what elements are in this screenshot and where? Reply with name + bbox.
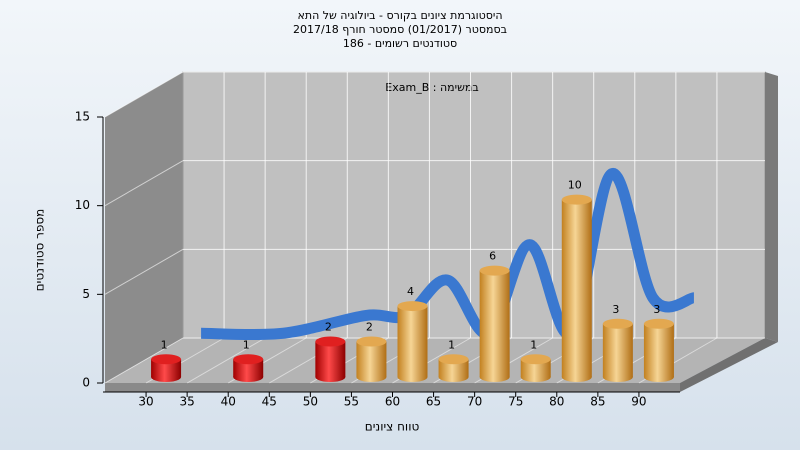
grid-line — [104, 160, 184, 207]
grid-line — [104, 248, 184, 295]
bar-top — [151, 354, 182, 365]
title-line: היסטוגרמת ציונים בקורס - ביולוגיה של התא — [297, 9, 502, 22]
back-wall — [182, 71, 766, 339]
bar-body — [520, 359, 551, 377]
back-wall-edge — [765, 72, 778, 342]
bar-body — [438, 359, 469, 377]
bar-top — [315, 336, 346, 347]
bar-body — [561, 199, 592, 377]
title-line: 186 - סטודנטים רשומים — [343, 37, 457, 50]
x-tick-label: 90 — [631, 395, 646, 409]
bar — [602, 318, 633, 382]
left-wall — [105, 72, 183, 383]
x-tick-label: 35 — [180, 395, 195, 409]
y-axis-label: מספר סטודנטים — [33, 209, 47, 292]
value-label: 1 — [161, 338, 168, 351]
x-tick-label: 75 — [508, 395, 523, 409]
bar-top — [561, 194, 592, 205]
annotation: Exam_B : במשימה — [385, 81, 478, 94]
bar-top — [643, 318, 674, 329]
bar — [315, 336, 346, 382]
bar — [151, 354, 182, 382]
grid-line — [186, 337, 266, 384]
title-line: בסמסטר (01/2017) סמסטר חורף 2017/18 — [293, 23, 507, 36]
bar-top — [438, 354, 469, 365]
bar — [561, 194, 592, 382]
value-label: 10 — [568, 179, 582, 192]
x-tick-label: 85 — [590, 395, 605, 409]
grid-line — [104, 71, 184, 118]
x-tick-label: 45 — [262, 395, 277, 409]
x-tick-label: 55 — [344, 395, 359, 409]
bar-top — [397, 301, 428, 312]
floor — [105, 338, 765, 383]
bar-top — [479, 265, 510, 276]
x-tick-label: 60 — [385, 395, 400, 409]
grid-line — [104, 337, 184, 384]
bar-body — [233, 359, 264, 377]
bar — [520, 354, 551, 382]
value-label: 2 — [325, 321, 332, 334]
value-label: 6 — [489, 250, 496, 263]
y-tick-label: 5 — [82, 287, 90, 301]
bar — [479, 265, 510, 382]
bar-body — [356, 341, 387, 377]
floor-side — [680, 338, 778, 392]
y-tick-label: 10 — [75, 198, 90, 212]
bar-top — [602, 318, 633, 329]
bar-body — [397, 306, 428, 377]
x-axis-label: טווח ציונים — [365, 420, 420, 434]
bar — [438, 354, 469, 382]
value-label: 2 — [366, 321, 373, 334]
floor-edge — [105, 383, 680, 392]
x-tick-label: 65 — [426, 395, 441, 409]
bar-top — [233, 354, 264, 365]
bar — [356, 336, 387, 382]
bar — [643, 318, 674, 382]
bar-top — [520, 354, 551, 365]
bar-body — [151, 359, 182, 377]
y-tick-label: 0 — [82, 376, 90, 390]
x-tick-label: 40 — [221, 395, 236, 409]
x-tick-label: 30 — [138, 395, 153, 409]
y-tick-label: 15 — [75, 110, 90, 124]
x-tick-label: 70 — [467, 395, 482, 409]
x-tick-label: 80 — [549, 395, 564, 409]
value-label: 4 — [407, 285, 414, 298]
value-label: 1 — [530, 338, 537, 351]
bar-body — [602, 323, 633, 377]
bar-body — [479, 270, 510, 377]
bar — [397, 301, 428, 382]
bar-body — [643, 323, 674, 377]
value-label: 3 — [612, 303, 619, 316]
bar-top — [356, 336, 387, 347]
value-label: 1 — [243, 338, 250, 351]
x-tick-label: 50 — [303, 395, 318, 409]
value-label: 1 — [448, 338, 455, 351]
bar-body — [315, 341, 346, 377]
value-label: 3 — [653, 303, 660, 316]
bar — [233, 354, 264, 382]
